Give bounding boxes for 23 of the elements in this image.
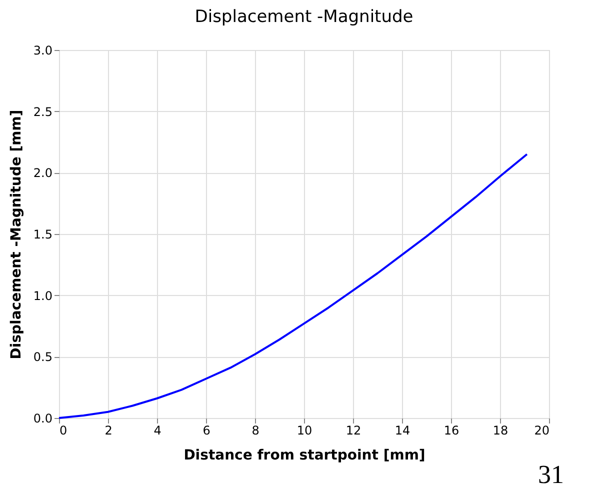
x-tick-label: 12 bbox=[346, 424, 362, 438]
x-tick-label: 6 bbox=[202, 424, 210, 438]
y-tick-label: 0.5 bbox=[33, 350, 52, 364]
x-tick-label: 16 bbox=[444, 424, 460, 438]
chart-title: Displacement -Magnitude bbox=[194, 7, 414, 27]
x-tick-label: 8 bbox=[252, 424, 260, 438]
y-tick-label: 0.0 bbox=[33, 412, 52, 426]
x-tick-label: 20 bbox=[534, 424, 550, 438]
x-tick-label: 10 bbox=[296, 424, 312, 438]
x-tick-label: 2 bbox=[104, 424, 112, 438]
y-axis-title: Displacement -Magnitude [mm] bbox=[8, 110, 24, 360]
x-tick-label: 4 bbox=[154, 424, 162, 438]
text: 31 bbox=[538, 460, 564, 489]
y-tick-label: 1.0 bbox=[33, 288, 52, 303]
x-tick-label: 14 bbox=[394, 424, 410, 438]
x-tick-label: 0 bbox=[60, 424, 68, 438]
y-tick-label: 3.0 bbox=[33, 44, 52, 58]
line-series bbox=[58, 153, 528, 419]
x-axis-title: Distance from startpoint [mm] bbox=[184, 448, 426, 464]
y-tick-label: 1.5 bbox=[33, 228, 52, 242]
x-tick-label: 18 bbox=[492, 424, 508, 438]
y-tick-label: 2.5 bbox=[33, 104, 52, 119]
y-tick-label: 2.0 bbox=[33, 166, 52, 180]
